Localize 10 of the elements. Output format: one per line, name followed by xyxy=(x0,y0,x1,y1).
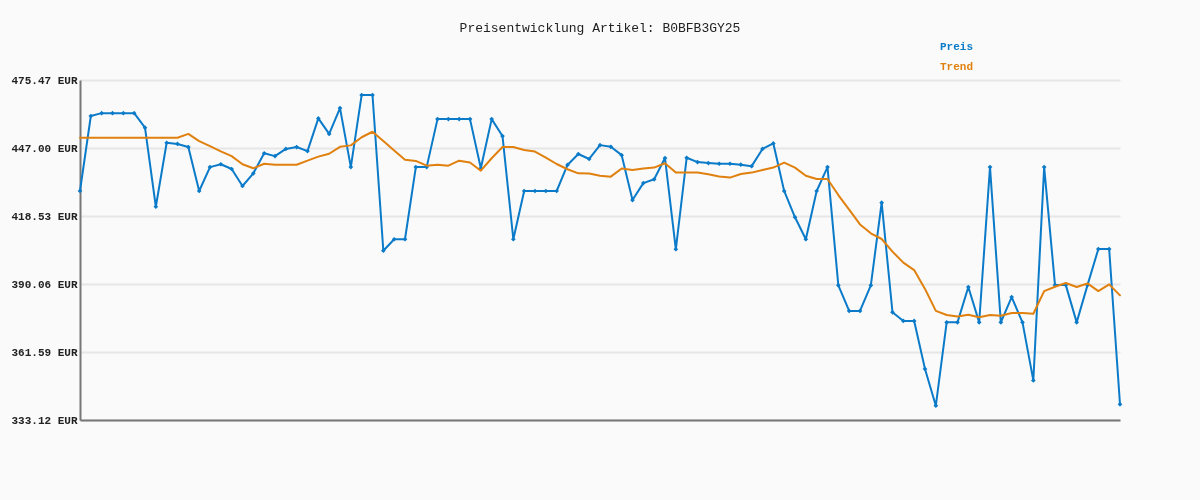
y-tick-label: 475.47 EUR xyxy=(11,74,78,87)
y-tick-label: 447.00 EUR xyxy=(11,142,78,155)
y-tick-label: 361.59 EUR xyxy=(11,346,78,359)
y-tick-label: 390.06 EUR xyxy=(11,278,78,291)
text: Trend xyxy=(940,61,974,73)
y-tick-label: 418.53 EUR xyxy=(11,210,78,223)
line-series xyxy=(79,130,1121,319)
y-tick-label: 333.12 EUR xyxy=(11,414,78,427)
text: Preis xyxy=(940,41,974,53)
chart-title: Preisentwicklung Artikel: B0BFB3GY25 xyxy=(459,21,741,36)
